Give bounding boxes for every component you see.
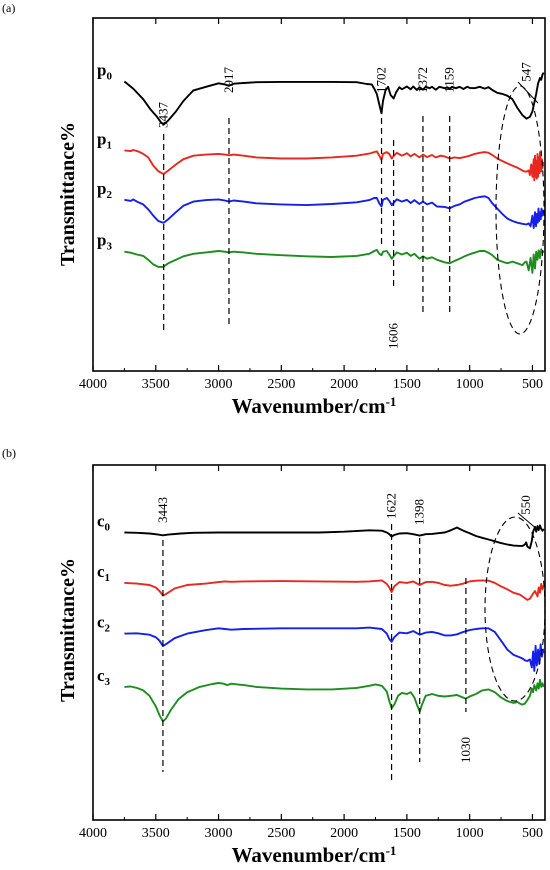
peak-label-1622: 1622 — [384, 493, 399, 519]
peak-label-1398: 1398 — [412, 499, 427, 525]
panel-letter: (a) — [2, 1, 15, 15]
x-tick-label: 500 — [522, 377, 543, 392]
plot-frame — [92, 464, 546, 821]
x-tick-label: 2000 — [330, 377, 358, 392]
peak-label-1159: 1159 — [442, 67, 457, 93]
series-line-c3 — [124, 678, 545, 723]
x-tick-label: 3500 — [142, 377, 170, 392]
series-line-p3 — [124, 248, 545, 274]
series-label-c3: c3 — [97, 666, 111, 688]
series-label-p2: p2 — [97, 179, 112, 201]
series-label-p3: p3 — [97, 231, 112, 253]
x-tick-label: 1500 — [393, 377, 421, 392]
peak-label-3443: 3443 — [155, 497, 170, 523]
peak-label-1372: 1372 — [415, 67, 430, 93]
plot-frame — [92, 17, 546, 372]
x-tick-label: 1500 — [393, 826, 421, 841]
x-axis-title: Wavenumber/cm-1 — [232, 843, 397, 868]
x-tick-label: 3000 — [205, 826, 233, 841]
peak-label-3437: 3437 — [156, 102, 171, 129]
peak-label-550: 550 — [518, 495, 533, 515]
x-tick-label: 3000 — [205, 377, 233, 392]
region-ellipse — [495, 85, 545, 335]
region-pointer — [517, 512, 539, 531]
series-label-c2: c2 — [97, 613, 111, 635]
peak-label-1702: 1702 — [374, 67, 389, 93]
x-tick-label: 1000 — [456, 826, 484, 841]
x-tick-label: 2000 — [330, 826, 358, 841]
series-line-c1 — [124, 579, 545, 601]
region-ellipse — [484, 516, 546, 702]
series-line-c0 — [124, 524, 545, 550]
panel-letter: (b) — [2, 446, 16, 460]
x-tick-label: 2500 — [267, 377, 295, 392]
panel-a: (a) 4000 3500 3000 2500 2000 1500 1000 500 Wavenu… — [2, 1, 546, 419]
series-label-p0: p0 — [97, 61, 112, 83]
peak-label-1030: 1030 — [458, 737, 473, 763]
series-line-c2 — [124, 626, 545, 672]
series-line-p2 — [124, 195, 545, 229]
x-tick-label: 3500 — [142, 826, 170, 841]
series-label-p1: p1 — [97, 129, 112, 151]
peak-label-547: 547 — [519, 62, 534, 82]
x-tick-label: 1000 — [456, 377, 484, 392]
region-pointer — [517, 81, 539, 104]
y-axis-title: Transmittance% — [57, 558, 79, 702]
series-label-c0: c0 — [97, 511, 111, 533]
peak-label-2917: 2917 — [221, 67, 236, 94]
x-tick-label: 4000 — [79, 377, 107, 392]
x-tick-label: 2500 — [267, 826, 295, 841]
series-line-p0 — [123, 72, 545, 126]
y-axis-title: Transmittance% — [57, 122, 79, 266]
x-tick-label: 4000 — [79, 826, 107, 841]
x-axis-title: Wavenumber/cm-1 — [232, 394, 397, 419]
x-tick-label: 500 — [522, 826, 543, 841]
series-label-c1: c1 — [97, 562, 110, 584]
peak-label-1606: 1606 — [386, 323, 401, 350]
series-line-p1 — [124, 149, 545, 182]
panel-b: (b) 4000 3500 3000 2500 2000 1500 1000 500 Wavenu… — [2, 446, 546, 868]
